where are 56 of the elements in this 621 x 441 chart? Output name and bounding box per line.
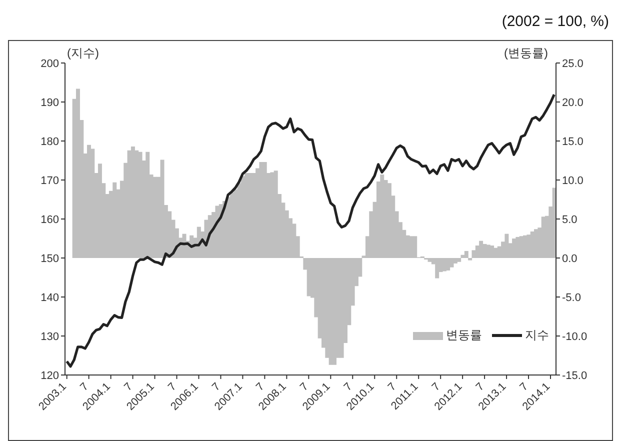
y2-tick-label: 5.0 [562,214,578,226]
y-axis-title: (지수) [67,45,99,62]
y-tick-label: 170 [40,174,59,187]
bar [76,88,80,258]
y-tick-label: 190 [40,96,59,109]
bar [380,174,384,258]
bar [494,248,498,258]
bar [504,234,509,258]
bar [248,172,252,258]
bar [146,152,150,258]
bar [270,172,274,258]
bar [442,258,446,272]
y2-tick-label: -10.0 [562,330,588,343]
bar [428,258,432,262]
legend-label: 지수 [525,327,549,344]
y2-tick-label: 0.0 [562,252,578,265]
bar [160,160,164,258]
bar [112,182,117,258]
line-series [66,93,556,368]
bar [482,244,487,258]
bar [453,258,458,264]
bar [413,236,418,258]
y2-tick-label: 10.0 [562,174,584,187]
bar [490,246,494,258]
bar [486,244,490,258]
bar [98,164,102,258]
bar [516,236,520,258]
bar [457,258,462,262]
bar [215,206,220,258]
legend-label: 변동률 [446,327,482,344]
y-tick-label: 160 [40,214,59,226]
bar [446,258,450,270]
y2-axis-title: (변동률) [504,45,548,62]
y-tick-label: 180 [40,136,59,148]
bar [134,150,139,258]
bar [460,254,465,258]
y-tick-label: 150 [40,252,59,265]
y2-tick-label: 15.0 [562,136,584,148]
y-tick-label: 130 [40,330,59,343]
y-tick-label: 200 [40,58,59,70]
y2-tick-label: -5.0 [562,292,581,304]
bar [340,258,344,358]
y2-tick-label: -15.0 [562,370,588,382]
y2-tick-label: 25.0 [562,58,584,70]
y-tick-label: 120 [40,370,59,382]
bar [259,162,264,258]
bar [450,258,454,268]
bar [90,148,95,258]
bar [435,258,440,278]
bar [464,250,468,258]
bar [526,234,531,258]
y-tick-label: 140 [40,292,59,304]
y2-tick-label: 20.0 [562,96,584,109]
chart-subtitle: (2002 = 100, %) [500,12,610,32]
bar [274,170,278,258]
bar [387,183,392,258]
